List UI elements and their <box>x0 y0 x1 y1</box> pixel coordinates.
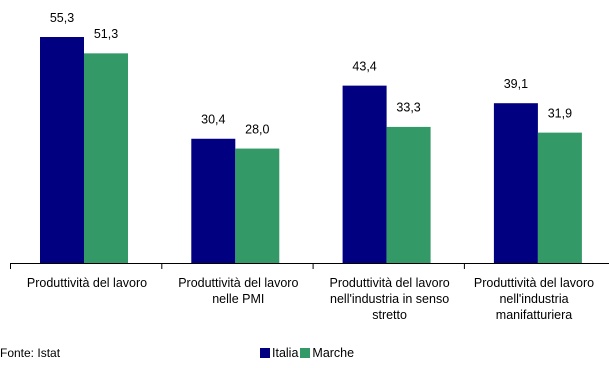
data-label-italia-1: 55,3 <box>50 11 74 25</box>
data-label-italia-4: 39,1 <box>504 77 528 91</box>
data-label-marche-3: 33,3 <box>396 101 420 115</box>
x-tick-label-2: Produttività del lavoro nelle PMI <box>178 276 299 306</box>
bar-italia-1 <box>40 37 84 263</box>
chart-plot: 55,3 51,3 30,4 28,0 43,4 33,3 39,1 31,9 <box>10 11 609 269</box>
source-note: Fonte: Istat <box>0 346 61 360</box>
bar-marche-1 <box>84 53 128 263</box>
legend-item-marche: Marche <box>300 346 354 360</box>
bar-italia-4 <box>493 103 538 263</box>
x-tick-label-4: Produttività del lavoro nell'industria m… <box>473 276 595 322</box>
data-label-marche-1: 51,3 <box>94 27 118 41</box>
data-label-marche-4: 31,9 <box>548 106 572 120</box>
legend-label-marche: Marche <box>312 346 355 360</box>
bar-marche-2 <box>235 148 280 263</box>
legend-swatch-marche <box>300 348 311 358</box>
legend-label-italia: Italia <box>272 346 299 360</box>
bar-italia-2 <box>191 138 236 263</box>
bar-marche-4 <box>537 132 582 263</box>
x-tick-label-3: Produttività del lavoro nell'industria i… <box>329 276 450 322</box>
data-label-italia-3: 43,4 <box>352 59 376 73</box>
x-tick-label-1: Produttività del lavoro <box>26 276 148 290</box>
data-label-italia-2: 30,4 <box>201 113 225 127</box>
data-label-marche-2: 28,0 <box>245 122 269 136</box>
bar-marche-3 <box>386 126 431 264</box>
legend: Italia Marche <box>260 346 356 360</box>
legend-swatch-italia <box>260 348 270 358</box>
legend-item-italia: Italia <box>260 346 298 360</box>
bar-italia-3 <box>342 85 387 264</box>
